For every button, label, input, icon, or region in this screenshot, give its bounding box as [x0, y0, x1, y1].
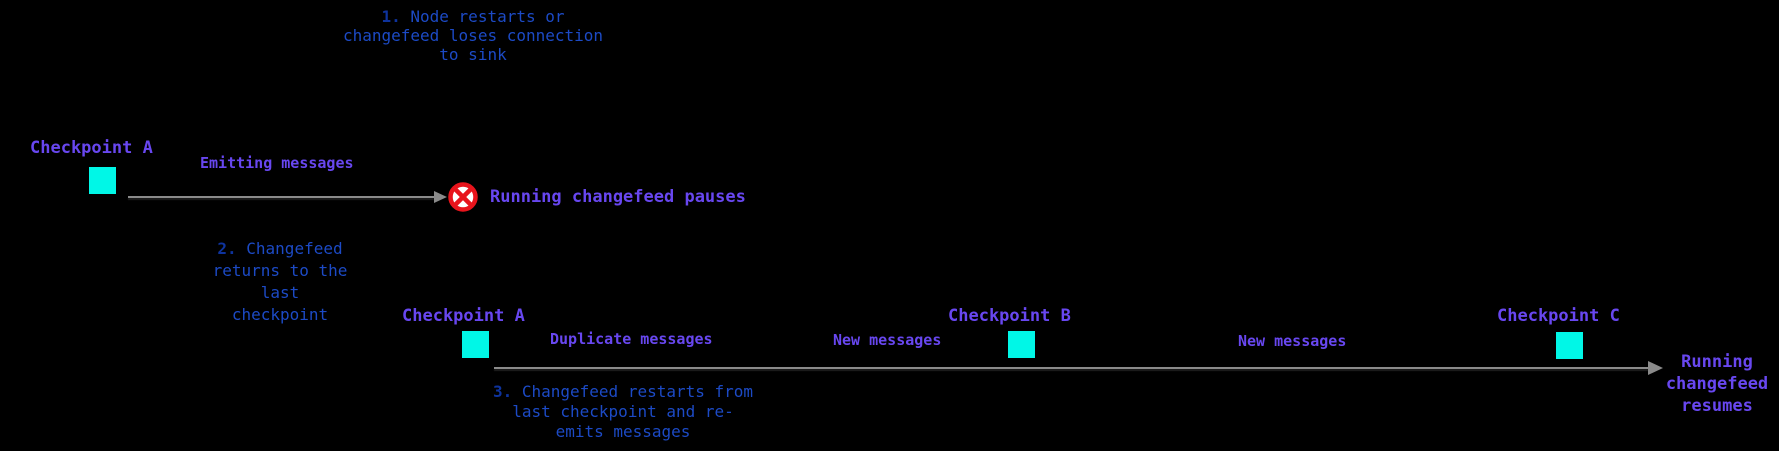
checkpoint-a-marker-top	[89, 167, 116, 194]
timeline-top-arrowhead-icon	[434, 191, 447, 203]
timeline-top-line	[128, 196, 434, 198]
step1-number: 1.	[381, 7, 401, 26]
timeline-bottom-arrowhead-icon	[1648, 361, 1663, 375]
running-changefeed-resumes-label: Running changefeed resumes	[1665, 352, 1769, 416]
step3-number: 3.	[492, 382, 513, 401]
step2-note: 2. Changefeed returns to the last checkp…	[170, 238, 390, 326]
checkpoint-a-marker-bottom	[462, 331, 489, 358]
step1-text: Node restarts or changefeed loses connec…	[342, 7, 604, 64]
checkpoint-a-label-bottom: Checkpoint A	[402, 306, 525, 326]
running-changefeed-pauses-label: Running changefeed pauses	[490, 187, 746, 207]
checkpoint-c-marker	[1556, 332, 1583, 359]
timeline-bottom-line	[494, 367, 1648, 369]
checkpoint-b-label: Checkpoint B	[948, 306, 1071, 326]
crossed-circle-error-icon	[448, 182, 478, 212]
new-messages-2-label: New messages	[1238, 332, 1347, 350]
emitting-messages-label: Emitting messages	[200, 154, 354, 172]
step2-number: 2.	[217, 239, 237, 258]
duplicate-messages-label: Duplicate messages	[550, 330, 713, 348]
checkpoint-c-label: Checkpoint C	[1497, 306, 1620, 326]
checkpoint-b-marker	[1008, 331, 1035, 358]
new-messages-1-label: New messages	[833, 331, 942, 349]
step3-note: 3. Changefeed restarts from last checkpo…	[468, 382, 778, 442]
checkpoint-a-label-top: Checkpoint A	[30, 138, 153, 158]
step1-note: 1. Node restarts or changefeed loses con…	[318, 7, 628, 64]
step3-text: Changefeed restarts from last checkpoint…	[512, 382, 754, 441]
step2-text: Changefeed returns to the last checkpoin…	[212, 239, 348, 324]
